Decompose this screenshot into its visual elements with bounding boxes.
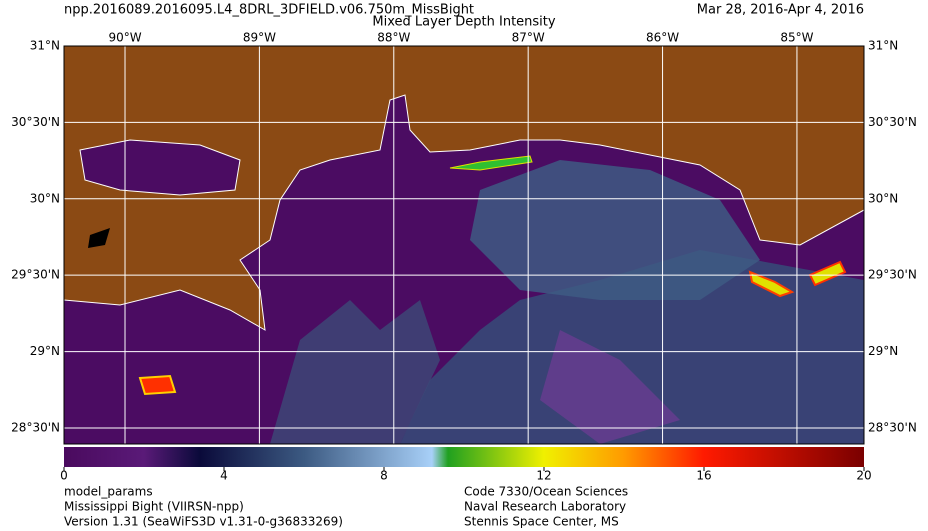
footer-left: model_params — [64, 485, 153, 499]
lat-label: 30°30'N — [868, 115, 917, 129]
footer-right: Naval Research Laboratory — [464, 500, 626, 514]
hotspot — [449, 155, 533, 171]
colorbar-label: 16 — [696, 469, 711, 483]
lat-label: 31°N — [30, 39, 60, 53]
lake-dark — [88, 228, 110, 248]
lon-label: 85°W — [780, 31, 813, 45]
lon-label: 86°W — [646, 31, 679, 45]
hotspot — [808, 260, 847, 287]
lat-label: 30°N — [30, 191, 60, 205]
map-frame — [63, 45, 865, 445]
land — [64, 46, 864, 331]
lat-label: 29°30'N — [868, 268, 917, 282]
colorbar-label: 4 — [220, 469, 228, 483]
hotspot — [138, 374, 177, 396]
colorbar-label: 12 — [536, 469, 551, 483]
subtitle: Mixed Layer Depth Intensity — [372, 15, 556, 30]
footer-left: Mississippi Bight (VIIRSN-npp) — [64, 500, 244, 514]
shelf-water — [270, 300, 440, 444]
map — [64, 46, 864, 444]
shelf-water — [400, 250, 864, 444]
graticule — [64, 46, 864, 444]
colorbar — [64, 447, 864, 467]
footer-right: Stennis Space Center, MS — [464, 515, 619, 529]
lat-label: 29°N — [30, 344, 60, 358]
lat-label: 29°30'N — [11, 268, 60, 282]
colorbar-label: 0 — [60, 469, 68, 483]
hotspot — [748, 270, 795, 298]
footer-left: Version 1.31 (SeaWiFS3D v1.31-0-g3683326… — [64, 515, 343, 529]
lon-label: 87°W — [512, 31, 545, 45]
lat-label: 31°N — [868, 39, 898, 53]
lat-label: 29°N — [868, 344, 898, 358]
lon-label: 88°W — [377, 31, 410, 45]
deep-water — [540, 330, 680, 444]
lake — [79, 139, 241, 196]
lat-label: 30°N — [868, 191, 898, 205]
lat-label: 30°30'N — [11, 115, 60, 129]
lon-label: 89°W — [243, 31, 276, 45]
title: npp.2016089.2016095.L4_8DRL_3DFIELD.v06.… — [64, 3, 474, 18]
lat-label: 28°30'N — [868, 420, 917, 434]
lon-label: 90°W — [108, 31, 141, 45]
date: Mar 28, 2016-Apr 4, 2016 — [697, 3, 864, 18]
colorbar-label: 8 — [380, 469, 388, 483]
footer-right: Code 7330/Ocean Sciences — [464, 485, 628, 499]
shelf-water — [470, 160, 760, 300]
lat-label: 28°30'N — [11, 420, 60, 434]
colorbar-label: 20 — [856, 469, 871, 483]
